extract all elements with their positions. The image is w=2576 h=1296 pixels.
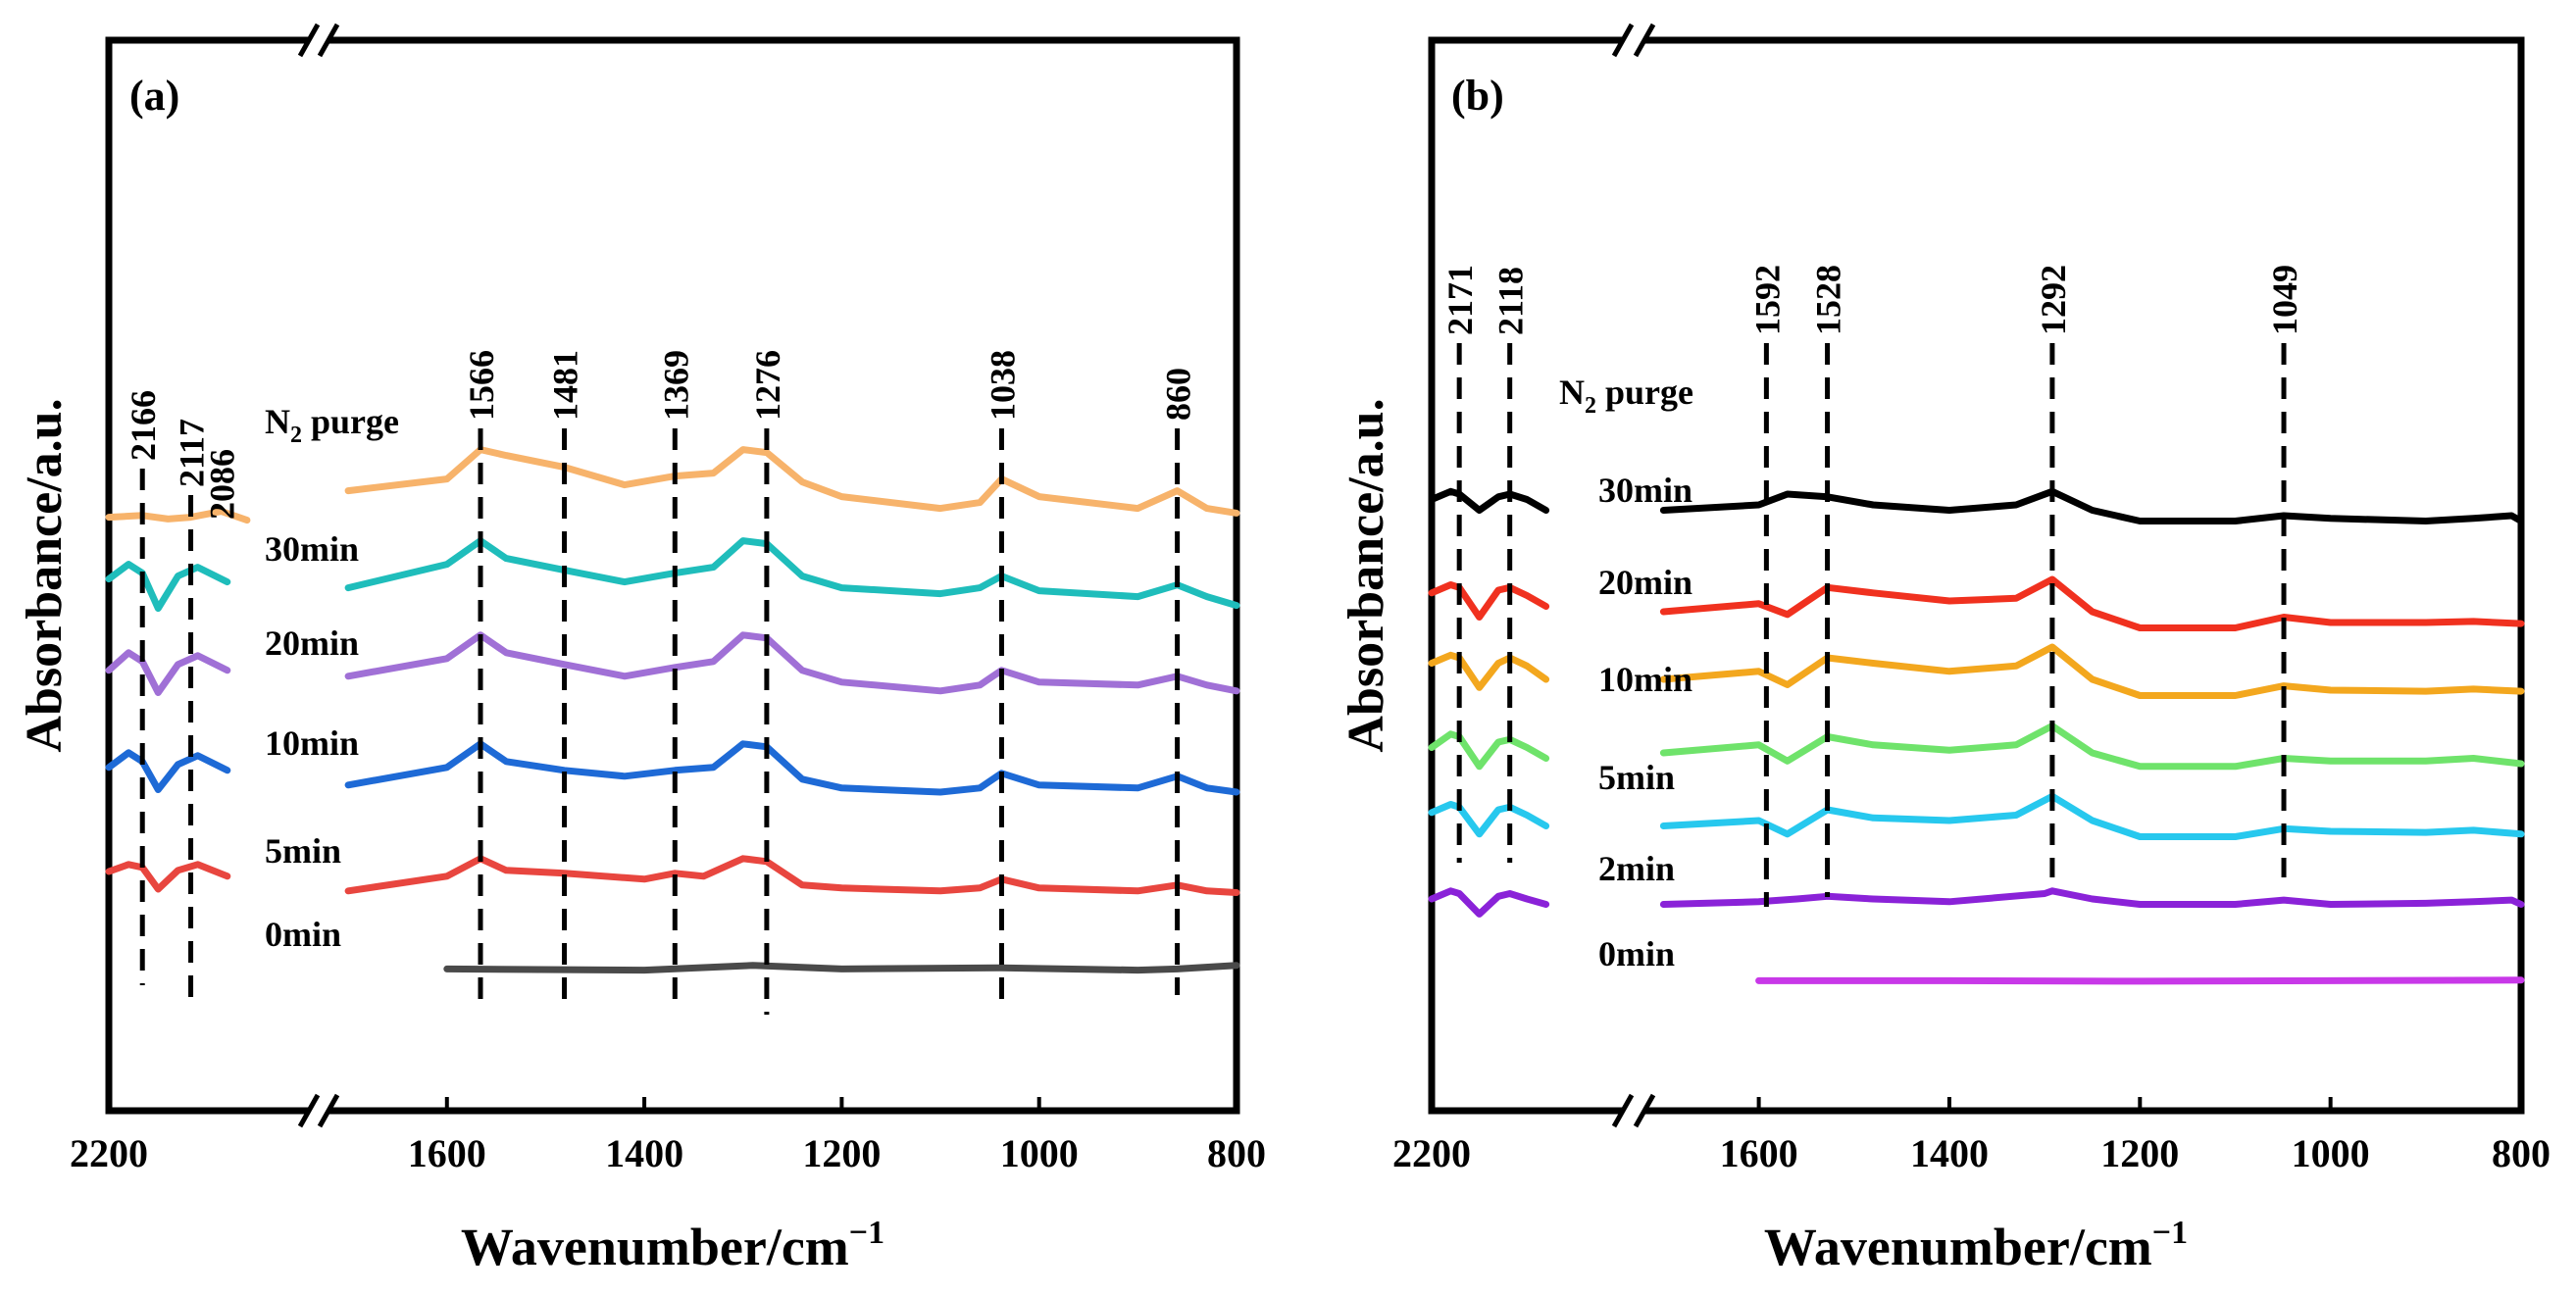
series-label-5min: 5min bbox=[1598, 758, 1675, 797]
series-line-30min-segment-1 bbox=[105, 561, 231, 613]
axis-break-slash-bottom-2 bbox=[1633, 1093, 1656, 1128]
series-line-10min-segment-2 bbox=[344, 740, 1240, 796]
reference-line-label-1369: 1369 bbox=[656, 350, 695, 421]
axis-break-slash-bottom-1 bbox=[1611, 1093, 1635, 1128]
series-line-5min-segment-2 bbox=[1659, 792, 2525, 840]
series-label-2min: 2min bbox=[1598, 849, 1675, 888]
series-line-5min-segment-1 bbox=[105, 861, 231, 893]
reference-line-label-2086: 2086 bbox=[203, 449, 242, 520]
series-line-10min-segment-1 bbox=[105, 749, 231, 793]
axis-break-gap-top bbox=[1623, 32, 1644, 48]
x-tick-label-1600: 1600 bbox=[1720, 1131, 1798, 1175]
reference-line-label-1528: 1528 bbox=[1809, 265, 1848, 335]
series-label-0min: 0min bbox=[1598, 934, 1675, 973]
x-tick-label-2200: 2200 bbox=[1392, 1131, 1471, 1175]
axis-break-slash-bottom-2 bbox=[317, 1093, 340, 1128]
x-tick-label-800: 800 bbox=[2492, 1131, 2551, 1175]
panel-a-series-labels: 0min 5min 10min 20min 30min N2 purge bbox=[265, 402, 399, 954]
panel-b-title: (b) bbox=[1451, 72, 1504, 120]
reference-line-label-1049: 1049 bbox=[2265, 265, 2304, 335]
series-line-20min-segment-1 bbox=[1428, 651, 1550, 691]
x-tick-label-1400: 1400 bbox=[605, 1131, 683, 1175]
series-line-20min-segment-1 bbox=[105, 649, 231, 696]
reference-line-label-1566: 1566 bbox=[462, 350, 501, 421]
series-line-n2-purge-segment-2 bbox=[1659, 487, 2525, 524]
axis-break-slash-top-1 bbox=[297, 23, 321, 58]
reference-line-label-2171: 2171 bbox=[1440, 265, 1480, 335]
series-line-30min-segment-2 bbox=[1659, 575, 2525, 631]
panel-a-axis-break bbox=[297, 23, 340, 1128]
series-line-n2-purge-segment-2 bbox=[344, 446, 1240, 517]
series-line-30min-segment-1 bbox=[1428, 581, 1550, 621]
x-tick-label-1600: 1600 bbox=[408, 1131, 486, 1175]
series-label-10min: 10min bbox=[1598, 660, 1692, 699]
series-line-30min-segment-2 bbox=[344, 537, 1240, 610]
reference-line-label-2166: 2166 bbox=[124, 390, 163, 461]
panel-b-plot-area bbox=[1428, 36, 2525, 1115]
series-label-30min: 30min bbox=[1598, 471, 1692, 510]
series-line-n2-purge-segment-1 bbox=[1428, 487, 1550, 514]
series-line-5min-segment-1 bbox=[1428, 801, 1550, 838]
reference-line-label-2117: 2117 bbox=[173, 419, 212, 487]
axis-break-slash-bottom-1 bbox=[297, 1093, 321, 1128]
panel-a-series bbox=[105, 446, 1240, 974]
x-tick-label-800: 800 bbox=[1207, 1131, 1266, 1175]
axis-break-slash-top-2 bbox=[1633, 23, 1656, 58]
series-line-2min-segment-2 bbox=[1659, 887, 2525, 908]
series-label-20min: 20min bbox=[1598, 563, 1692, 602]
panel-b-reference-lines: 2171 2118 1592 1528 1292 1049 bbox=[1440, 265, 2304, 907]
series-line-2min-segment-1 bbox=[1428, 887, 1550, 918]
panel-b-x-axis-label-text: Wavenumber/cm bbox=[1764, 1218, 2152, 1276]
panel-b-y-axis-label: Absorbance/a.u. bbox=[1339, 398, 1394, 752]
panel-b-axis-break bbox=[1611, 23, 1656, 1128]
series-label-n2-purge: N2 purge bbox=[265, 402, 399, 448]
series-label-n2-purge: N2 purge bbox=[1559, 373, 1693, 419]
series-label-10min: 10min bbox=[265, 723, 359, 763]
x-tick-label-1400: 1400 bbox=[1910, 1131, 1989, 1175]
panel-a-x-axis-label: Wavenumber/cm−1 bbox=[461, 1215, 884, 1276]
panel-b-series-labels: 0min 2min 5min 10min 20min 30min N2 purge bbox=[1559, 373, 1693, 973]
series-line-0min-segment-2 bbox=[443, 962, 1240, 974]
reference-line-label-2118: 2118 bbox=[1491, 267, 1531, 335]
axis-break-slash-top-2 bbox=[317, 23, 340, 58]
series-line-n2-purge-segment-1 bbox=[105, 508, 251, 524]
x-tick-label-2200: 2200 bbox=[70, 1131, 148, 1175]
x-tick-label-1000: 1000 bbox=[1000, 1131, 1079, 1175]
reference-line-label-1481: 1481 bbox=[546, 350, 585, 421]
x-tick-label-1200: 1200 bbox=[802, 1131, 881, 1175]
panel-a-y-axis-label: Absorbance/a.u. bbox=[17, 398, 73, 752]
panel-a-title: (a) bbox=[129, 72, 179, 120]
reference-line-label-1276: 1276 bbox=[748, 350, 787, 421]
series-line-20min-segment-2 bbox=[1659, 643, 2525, 699]
series-line-20min-segment-2 bbox=[344, 631, 1240, 695]
reference-line-label-1038: 1038 bbox=[983, 350, 1022, 421]
panel-b-x-ticks: 2200 1600 1400 1200 1000 800 bbox=[1392, 1097, 2551, 1175]
series-line-10min-segment-2 bbox=[1659, 723, 2525, 771]
series-line-10min-segment-1 bbox=[1428, 730, 1550, 771]
panel-a-x-axis-label-exponent: −1 bbox=[849, 1215, 884, 1251]
series-line-0min-segment-2 bbox=[1755, 976, 2525, 985]
panel-a-x-ticks: 2200 1600 1400 1200 1000 800 bbox=[70, 1097, 1266, 1175]
reference-line-label-860: 860 bbox=[1159, 368, 1198, 421]
series-label-20min: 20min bbox=[265, 623, 359, 663]
series-label-30min: 30min bbox=[265, 529, 359, 569]
series-line-5min-segment-2 bbox=[344, 855, 1240, 896]
axis-break-gap-bottom bbox=[1623, 1103, 1644, 1119]
panel-a-x-axis-label-text: Wavenumber/cm bbox=[461, 1218, 849, 1276]
series-label-5min: 5min bbox=[265, 831, 341, 871]
panel-b: (b) 2171 2118 1592 1528 1292 1049 2200 1600 140… bbox=[1392, 23, 2551, 1175]
axis-break-slash-top-1 bbox=[1611, 23, 1635, 58]
series-label-0min: 0min bbox=[265, 915, 341, 954]
panel-b-x-axis-label: Wavenumber/cm−1 bbox=[1764, 1215, 2188, 1276]
x-tick-label-1000: 1000 bbox=[2292, 1131, 2370, 1175]
reference-line-label-1592: 1592 bbox=[1747, 265, 1787, 335]
reference-line-label-1292: 1292 bbox=[2034, 265, 2073, 335]
x-tick-label-1200: 1200 bbox=[2100, 1131, 2179, 1175]
panel-b-series bbox=[1428, 487, 2525, 985]
panel-b-x-axis-label-exponent: −1 bbox=[2152, 1215, 2188, 1251]
